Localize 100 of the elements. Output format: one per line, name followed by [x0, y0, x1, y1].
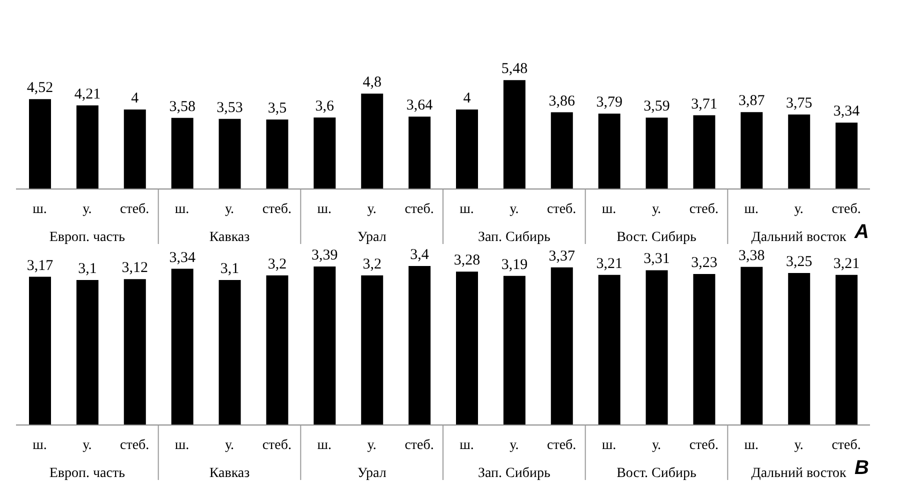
text: Урал [357, 466, 386, 481]
bar [361, 94, 384, 189]
data-label: 3,59 [644, 98, 670, 115]
bar [646, 118, 668, 189]
x-tick-label: ш. [744, 438, 759, 453]
bar [266, 119, 288, 189]
x-tick-label: ш. [744, 202, 759, 217]
data-label: 4,21 [74, 86, 101, 102]
bar [29, 99, 51, 189]
data-label: 3,1 [78, 261, 97, 278]
text: Дальний восток [751, 230, 847, 245]
data-label: 3,37 [548, 248, 576, 264]
bar [456, 110, 478, 189]
x-tick-label: ш. [32, 202, 47, 217]
bar [314, 117, 336, 189]
text: Европ. часть [49, 466, 125, 481]
text: Зап. Сибирь [478, 230, 550, 245]
x-tick-label: стеб. [689, 202, 719, 217]
data-label: 3,39 [312, 247, 338, 264]
data-label: 3,79 [596, 94, 622, 111]
data-label: 3,75 [786, 95, 812, 112]
bar [740, 112, 763, 189]
data-label: 3,58 [169, 98, 196, 115]
text: Урал [357, 230, 386, 245]
data-label: 3,53 [216, 100, 243, 116]
data-label: 3,21 [833, 256, 860, 272]
data-label: 3,34 [833, 104, 860, 120]
x-tick-label: стеб. [547, 202, 576, 217]
data-label: 3,34 [169, 250, 196, 266]
bar [788, 114, 810, 189]
x-tick-label: стеб. [120, 202, 150, 217]
bar [408, 116, 431, 189]
x-tick-label: у. [224, 202, 234, 217]
data-label: 3,2 [362, 256, 382, 272]
data-label: 3,64 [406, 98, 434, 114]
text: Кавказ [209, 230, 250, 245]
data-label: 3,19 [501, 256, 528, 273]
data-label: 3,17 [26, 258, 54, 274]
data-label: 3,71 [691, 96, 718, 112]
x-tick-label: у. [82, 202, 92, 217]
x-tick-label: у. [82, 438, 92, 453]
x-tick-label: ш. [460, 202, 474, 217]
data-label: 3,31 [644, 251, 670, 268]
data-label: 4 [131, 90, 140, 106]
x-tick-label: стеб. [120, 438, 150, 453]
data-label: 4 [463, 90, 472, 106]
x-tick-label: стеб. [547, 438, 576, 453]
bar [218, 118, 241, 189]
text: Европ. часть [49, 230, 125, 245]
x-tick-label: стеб. [262, 202, 292, 217]
x-tick-label: у. [224, 438, 234, 453]
x-tick-label: у. [794, 202, 804, 217]
data-label: 3,38 [738, 248, 765, 264]
x-tick-label: ш. [602, 438, 616, 453]
data-label: 3,4 [410, 247, 430, 263]
x-tick-label: ш. [317, 438, 332, 453]
data-label: 3,86 [548, 93, 576, 110]
x-tick-label: у. [367, 438, 376, 453]
data-label: 3,28 [454, 252, 480, 269]
bar [550, 112, 573, 189]
x-tick-label: стеб. [404, 202, 434, 217]
text: Вост. Сибирь [616, 230, 696, 245]
text: B [854, 457, 869, 479]
x-tick-label: стеб. [404, 438, 434, 453]
x-tick-label: стеб. [832, 438, 861, 453]
data-label: 3,87 [738, 93, 766, 110]
x-tick-label: ш. [460, 438, 474, 453]
x-tick-label: у. [367, 202, 376, 217]
x-tick-label: стеб. [832, 202, 861, 217]
bar [836, 122, 858, 189]
text: Кавказ [209, 466, 250, 481]
data-label: 3,6 [315, 98, 335, 114]
x-tick-label: ш. [32, 438, 47, 453]
text: Зап. Сибирь [478, 466, 550, 481]
x-tick-label: у. [794, 438, 804, 453]
data-label: 4,52 [26, 80, 54, 96]
x-tick-label: ш. [174, 202, 190, 217]
text: A [854, 221, 869, 243]
x-tick-label: ш. [602, 202, 616, 217]
x-tick-label: у. [652, 202, 662, 217]
x-tick-label: у. [510, 438, 519, 453]
bar [76, 105, 98, 189]
bar [124, 110, 146, 189]
data-label: 4,8 [362, 74, 382, 91]
data-label: 3,25 [786, 254, 812, 270]
bar [503, 80, 526, 189]
x-tick-label: ш. [317, 202, 332, 217]
data-label: 3,5 [268, 100, 287, 116]
x-tick-label: у. [510, 202, 519, 217]
x-tick-label: стеб. [689, 438, 719, 453]
data-label: 3,2 [268, 256, 287, 272]
data-label: 5,48 [501, 61, 528, 78]
data-label: 3,23 [691, 254, 718, 271]
data-label: 3,21 [596, 256, 622, 272]
bar [693, 115, 716, 189]
x-tick-label: стеб. [262, 438, 292, 453]
text: Вост. Сибирь [616, 466, 696, 481]
bar [598, 114, 620, 189]
data-label: 3,12 [122, 260, 148, 276]
x-tick-label: ш. [174, 438, 190, 453]
